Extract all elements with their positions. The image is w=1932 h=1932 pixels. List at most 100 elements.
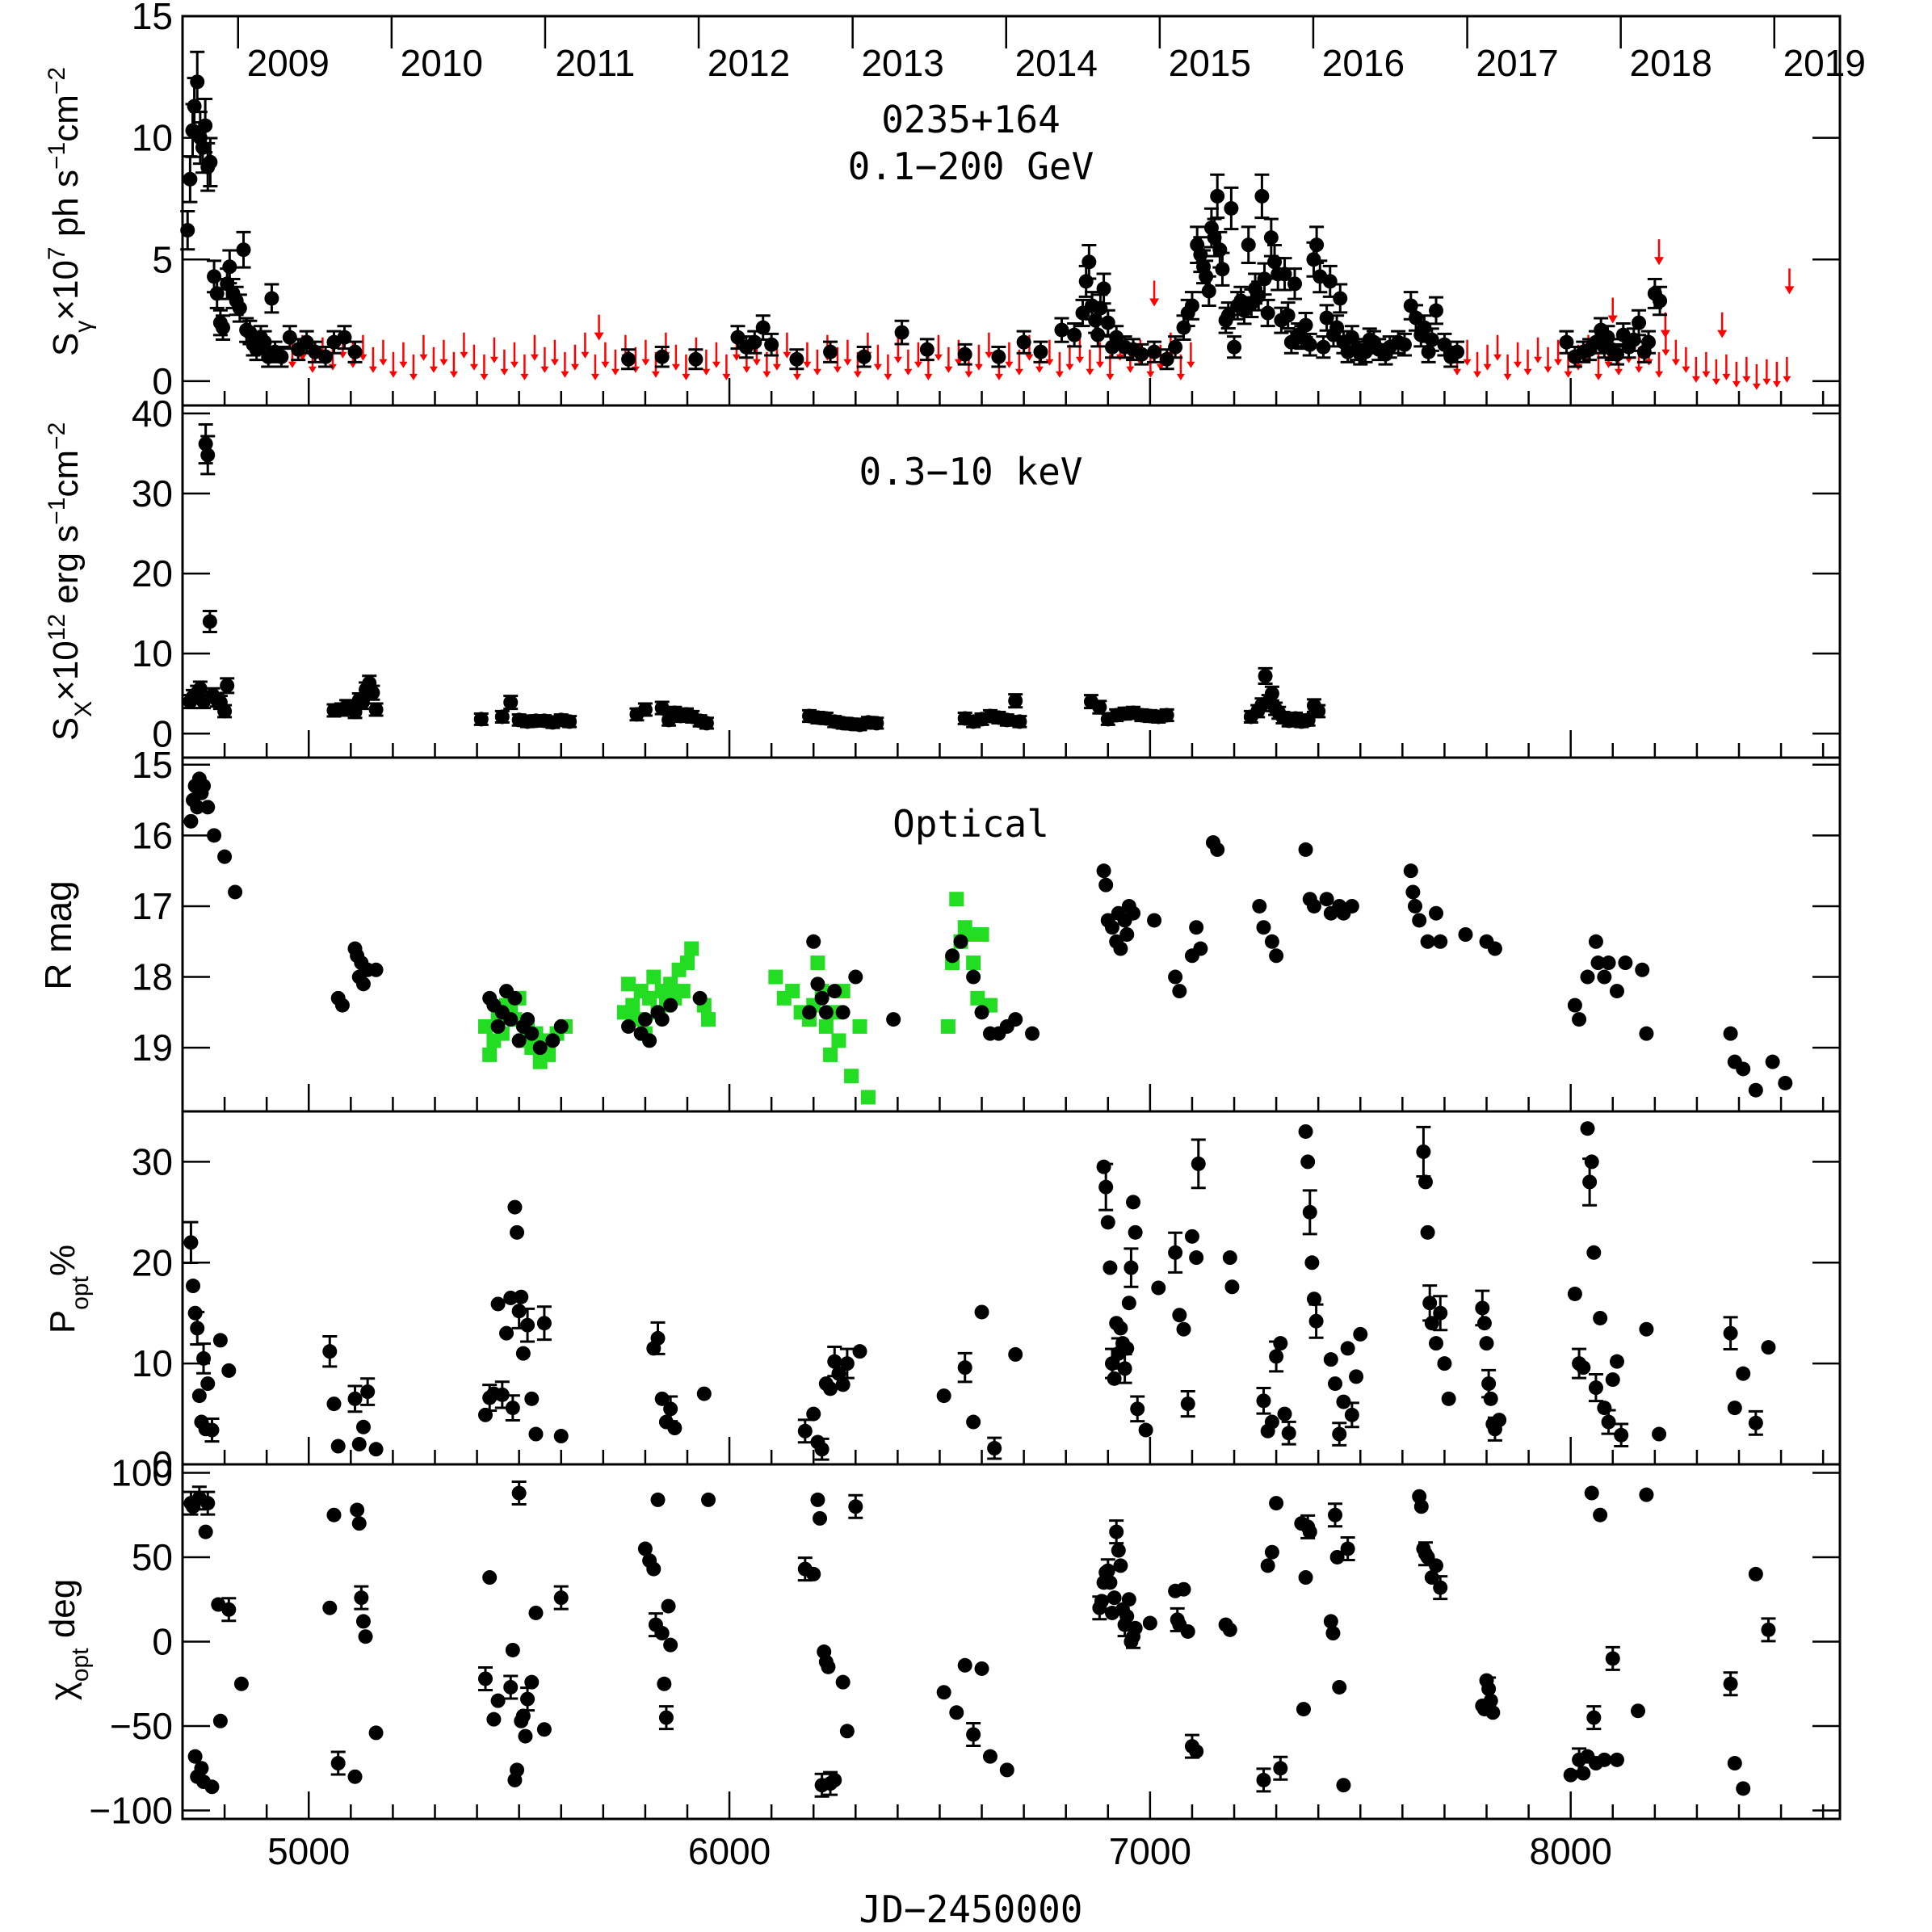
pol-degree-point — [835, 1377, 850, 1392]
pol-angle-point — [322, 1600, 338, 1615]
upper-limit-arrow — [893, 356, 902, 363]
upper-limit-arrow — [1655, 371, 1664, 378]
upper-limit-arrow — [985, 351, 993, 359]
upper-limit-arrow — [1126, 366, 1135, 373]
y-tick-label: 15 — [132, 744, 173, 786]
upper-limit-arrow — [460, 351, 468, 359]
pol-degree-point — [1424, 1316, 1439, 1331]
upper-limit-arrow — [1514, 361, 1522, 368]
upper-limit-arrow — [439, 359, 448, 366]
upper-limit-arrow — [1483, 363, 1492, 371]
pol-degree-point — [1336, 1394, 1351, 1409]
pol-degree-point — [494, 1387, 510, 1402]
optical-point-black — [654, 1012, 670, 1027]
y-tick-label: 20 — [132, 552, 173, 594]
pol-degree-point — [515, 1346, 531, 1361]
upper-limit-arrow — [1035, 366, 1044, 373]
y-tick-label: 30 — [132, 472, 173, 514]
pol-angle-point — [1094, 1594, 1109, 1609]
optical-point-black — [1487, 941, 1502, 956]
gamma-point — [209, 286, 225, 301]
gamma-point — [1257, 271, 1272, 287]
pol-angle-point — [1189, 1744, 1204, 1759]
upper-limit-arrow — [1712, 378, 1720, 385]
gamma-point — [764, 337, 779, 352]
pol-angle-point — [1340, 1541, 1355, 1556]
upper-limit-arrow — [954, 359, 963, 366]
optical-point-black — [1609, 984, 1624, 999]
pol-degree-point — [191, 1388, 207, 1404]
pol-angle-point — [1631, 1703, 1646, 1719]
y-tick-label: 10 — [132, 117, 173, 159]
pol-angle-point — [194, 1761, 209, 1776]
optical-point-black — [1344, 898, 1359, 914]
gamma-point — [299, 334, 314, 350]
optical-point-green — [482, 1047, 498, 1062]
pol-degree-point — [1281, 1426, 1296, 1441]
pol-degree-point — [1273, 1336, 1288, 1351]
y-tick-label: 0 — [152, 360, 173, 402]
pol-angle-point — [1593, 1507, 1608, 1522]
upper-limit-arrow — [1732, 380, 1741, 388]
pol-degree-point — [1180, 1396, 1195, 1412]
gamma-point — [1429, 303, 1444, 318]
pol-angle-point — [524, 1674, 540, 1690]
pol-angle-point — [503, 1679, 519, 1695]
upper-limit-arrow — [1554, 359, 1563, 366]
optical-point-black — [355, 976, 371, 992]
upper-limit-arrow — [449, 371, 458, 378]
y-tick-label: 0 — [152, 712, 173, 754]
upper-limit-arrow — [732, 354, 741, 361]
optical-point-black — [503, 1012, 519, 1027]
optical-point-black — [207, 828, 222, 843]
pol-angle-point — [233, 1676, 249, 1691]
gamma-point — [1263, 230, 1279, 246]
pol-angle-point — [368, 1725, 384, 1741]
y-tick-label: 17 — [132, 885, 173, 927]
optical-point-black — [1778, 1075, 1793, 1090]
pol-angle-point — [1102, 1575, 1118, 1590]
gamma-point — [347, 344, 363, 359]
gamma-point — [1082, 254, 1097, 270]
y-axis-label-xray: SX×1012 erg s−1cm−2 — [44, 422, 97, 741]
year-label-2015: 2015 — [1169, 42, 1251, 84]
optical-point-green — [646, 969, 662, 985]
optical-point-black — [974, 1005, 989, 1020]
pol-angle-point — [1323, 1614, 1338, 1629]
pol-angle-point — [1605, 1651, 1620, 1666]
panel-xray: 0 10 20 30 40 0.3−10 keV — [132, 393, 1842, 759]
pol-degree-point — [1119, 1341, 1135, 1356]
pol-degree-point — [1126, 1195, 1141, 1210]
pol-angle-point — [966, 1727, 981, 1742]
upper-limit-arrow — [722, 373, 731, 380]
optical-point-black — [511, 1033, 527, 1048]
pol-angle-point — [1107, 1590, 1122, 1606]
gamma-point — [1033, 344, 1048, 359]
gamma-point — [1267, 254, 1283, 270]
pol-degree-point — [1130, 1401, 1145, 1417]
upper-limit-arrow — [651, 371, 660, 378]
xray-point — [1264, 686, 1279, 701]
gamma-point — [1329, 320, 1345, 335]
xray-point — [1012, 714, 1027, 729]
pol-angle-point — [848, 1499, 863, 1514]
pol-degree-point — [1418, 1174, 1433, 1190]
optical-point-black — [1567, 998, 1582, 1013]
pol-angle-point — [1222, 1622, 1237, 1637]
year-label-2017: 2017 — [1476, 42, 1558, 84]
pol-angle-point — [1483, 1693, 1498, 1708]
gamma-point — [1215, 262, 1230, 277]
upper-limit-arrow — [429, 366, 438, 373]
pol-degree-point — [1422, 1296, 1438, 1311]
panel-polarization_degree: 0 10 20 30 — [132, 1110, 1842, 1485]
upper-limit-arrow — [1691, 376, 1700, 383]
gamma-point — [1224, 200, 1239, 216]
optical-point-black — [1580, 969, 1595, 985]
upper-limit-arrow — [1682, 366, 1690, 373]
optical-point-black — [524, 1026, 540, 1041]
xray-point — [654, 700, 670, 716]
upper-limit-arrow — [1075, 356, 1084, 363]
gamma-point — [1653, 293, 1668, 309]
optical-point-green — [852, 1018, 867, 1034]
optical-point-black — [1618, 956, 1633, 971]
